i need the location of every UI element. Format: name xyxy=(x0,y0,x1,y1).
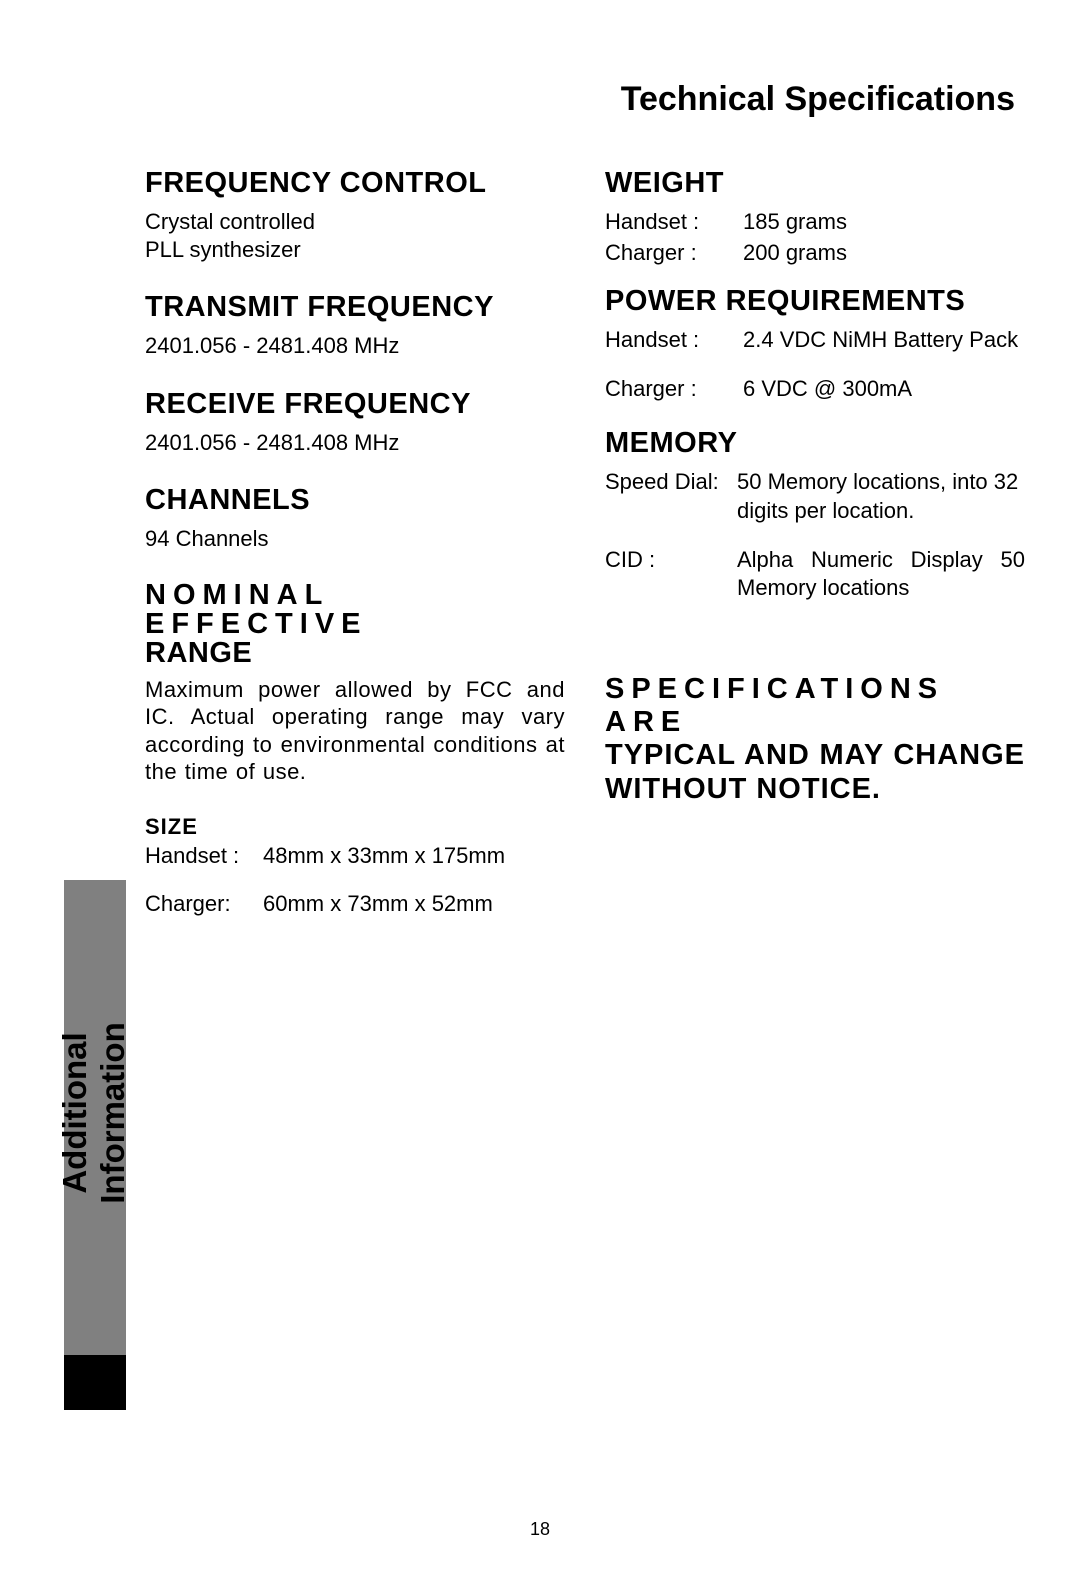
weight-charger-label: Charger : xyxy=(605,239,743,268)
memory-cid-row: CID : Alpha Numeric Display 50 Memory lo… xyxy=(605,546,1025,603)
freq-control-line1: Crystal controlled xyxy=(145,209,315,234)
power-charger-label: Charger : xyxy=(605,375,743,404)
page-number: 18 xyxy=(0,1519,1080,1540)
power-charger-row: Charger : 6 VDC @ 300mA xyxy=(605,375,1025,404)
heading-receive: RECEIVE FREQUENCY xyxy=(145,388,565,421)
columns: FREQUENCY CONTROL Crystal controlled PLL… xyxy=(145,167,1025,943)
memory-speed-row: Speed Dial: 50 Memory locations, into 32… xyxy=(605,468,1025,525)
notice-text: SPECIFICATIONS ARE TYPICAL AND MAY CHANG… xyxy=(605,673,1025,806)
heading-memory: MEMORY xyxy=(605,427,1025,460)
freq-control-body: Crystal controlled PLL synthesizer xyxy=(145,208,565,263)
sidebar: Additional Information xyxy=(64,0,126,1580)
memory-table: Speed Dial: 50 Memory locations, into 32… xyxy=(605,468,1025,602)
heading-channels: CHANNELS xyxy=(145,484,565,517)
heading-range: NOMINAL EFFECTIVE RANGE xyxy=(145,581,565,668)
channels-value: 94 Channels xyxy=(145,525,565,553)
size-table: Handset : 48mm x 33mm x 175mm Charger: 6… xyxy=(145,842,565,919)
power-handset-value: 2.4 VDC NiMH Battery Pack xyxy=(743,326,1025,355)
size-charger-value: 60mm x 73mm x 52mm xyxy=(263,890,565,919)
heading-frequency-control: FREQUENCY CONTROL xyxy=(145,167,565,200)
range-heading-w3: RANGE xyxy=(145,637,252,669)
size-charger-label: Charger: xyxy=(145,890,263,919)
size-handset-label: Handset : xyxy=(145,842,263,871)
size-handset-row: Handset : 48mm x 33mm x 175mm xyxy=(145,842,565,871)
range-body: Maximum power allowed by FCC and IC. Act… xyxy=(145,676,565,786)
sidebar-label: Additional Information xyxy=(56,963,132,1263)
page-title: Technical Specifications xyxy=(145,80,1025,119)
notice-line1: SPECIFICATIONS ARE xyxy=(605,673,944,738)
weight-handset-row: Handset : 185 grams xyxy=(605,208,1025,237)
heading-size: SIZE xyxy=(145,814,565,840)
transmit-value: 2401.056 - 2481.408 MHz xyxy=(145,332,565,360)
range-heading-w1: NOMINAL xyxy=(145,579,329,611)
memory-speed-label: Speed Dial: xyxy=(605,468,737,525)
heading-transmit: TRANSMIT FREQUENCY xyxy=(145,291,565,324)
right-column: WEIGHT Handset : 185 grams Charger : 200… xyxy=(605,167,1025,943)
weight-charger-row: Charger : 200 grams xyxy=(605,239,1025,268)
left-column: FREQUENCY CONTROL Crystal controlled PLL… xyxy=(145,167,565,943)
page-root: Additional Information Technical Specifi… xyxy=(0,0,1080,1580)
power-table: Handset : 2.4 VDC NiMH Battery Pack Char… xyxy=(605,326,1025,403)
receive-value: 2401.056 - 2481.408 MHz xyxy=(145,429,565,457)
notice-line2: TYPICAL AND MAY CHANGE WITHOUT NOTICE. xyxy=(605,739,1025,804)
sidebar-black-block xyxy=(64,1355,126,1410)
weight-handset-value: 185 grams xyxy=(743,208,1025,237)
size-charger-row: Charger: 60mm x 73mm x 52mm xyxy=(145,890,565,919)
power-charger-value: 6 VDC @ 300mA xyxy=(743,375,1025,404)
weight-charger-value: 200 grams xyxy=(743,239,1025,268)
heading-power: POWER REQUIREMENTS xyxy=(605,285,1025,318)
weight-handset-label: Handset : xyxy=(605,208,743,237)
size-handset-value: 48mm x 33mm x 175mm xyxy=(263,842,565,871)
heading-weight: WEIGHT xyxy=(605,167,1025,200)
memory-cid-value: Alpha Numeric Display 50 Memory location… xyxy=(737,546,1025,603)
power-handset-label: Handset : xyxy=(605,326,743,355)
weight-table: Handset : 185 grams Charger : 200 grams xyxy=(605,208,1025,267)
memory-cid-label: CID : xyxy=(605,546,737,603)
memory-speed-value: 50 Memory locations, into 32 digits per … xyxy=(737,468,1025,525)
content-area: Technical Specifications FREQUENCY CONTR… xyxy=(145,80,1025,943)
range-heading-w2: EFFECTIVE xyxy=(145,608,368,640)
freq-control-line2: PLL synthesizer xyxy=(145,237,301,262)
power-handset-row: Handset : 2.4 VDC NiMH Battery Pack xyxy=(605,326,1025,355)
